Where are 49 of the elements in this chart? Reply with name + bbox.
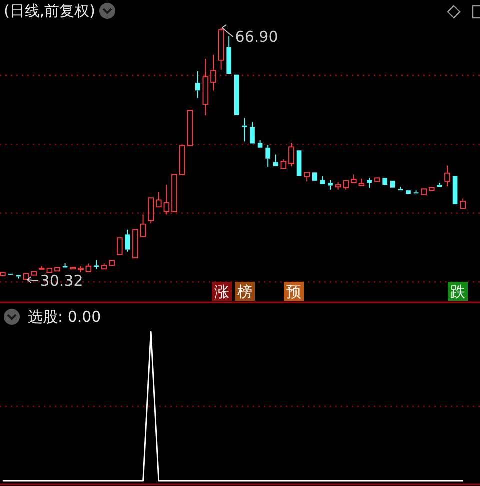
candlestick [226, 36, 232, 74]
candlestick [328, 180, 333, 190]
candlestick [374, 178, 380, 182]
annotation: 66.90 [235, 28, 278, 46]
candlestick [156, 191, 162, 208]
candlestick [296, 150, 302, 176]
candlestick [94, 260, 99, 270]
candlestick [70, 267, 76, 270]
candlestick [172, 174, 178, 212]
candlestick [46, 268, 53, 274]
candlestick [421, 188, 428, 196]
candlestick [258, 140, 263, 148]
candlestick [367, 178, 372, 188]
candlestick [109, 260, 116, 266]
candlestick [266, 144, 271, 168]
candlestick [187, 110, 194, 146]
candlestick [312, 172, 318, 181]
candlestick [320, 176, 326, 184]
chart-title: 选股: 0.00 [28, 308, 102, 326]
candlestick [382, 178, 388, 186]
candlestick [202, 58, 209, 116]
candlestick [86, 263, 92, 272]
candlestick [444, 165, 450, 187]
candlestick [234, 74, 240, 116]
text: 预 [286, 283, 302, 301]
candlestick [179, 145, 186, 176]
candlestick [0, 272, 6, 277]
chart-title: (日线,前复权) [4, 2, 96, 20]
candlestick [210, 54, 216, 92]
candlestick [125, 229, 130, 252]
candlestick [23, 273, 30, 280]
candlestick [195, 70, 200, 99]
candlestick [132, 229, 138, 259]
candlestick [350, 174, 357, 184]
annotation: 30.32 [40, 272, 84, 290]
candlestick [116, 238, 123, 256]
candlestick [398, 186, 404, 191]
candlestick [437, 182, 442, 188]
text: 跌 [450, 283, 466, 301]
text: 榜 [238, 283, 252, 301]
candlestick [273, 154, 278, 166]
candlestick [414, 190, 419, 194]
text: 涨 [214, 283, 230, 301]
candlestick [250, 122, 255, 144]
candlestick [31, 271, 38, 276]
candlestick [390, 180, 396, 188]
candlestick [54, 267, 60, 272]
candlestick [140, 214, 146, 238]
candlestick [428, 187, 435, 192]
